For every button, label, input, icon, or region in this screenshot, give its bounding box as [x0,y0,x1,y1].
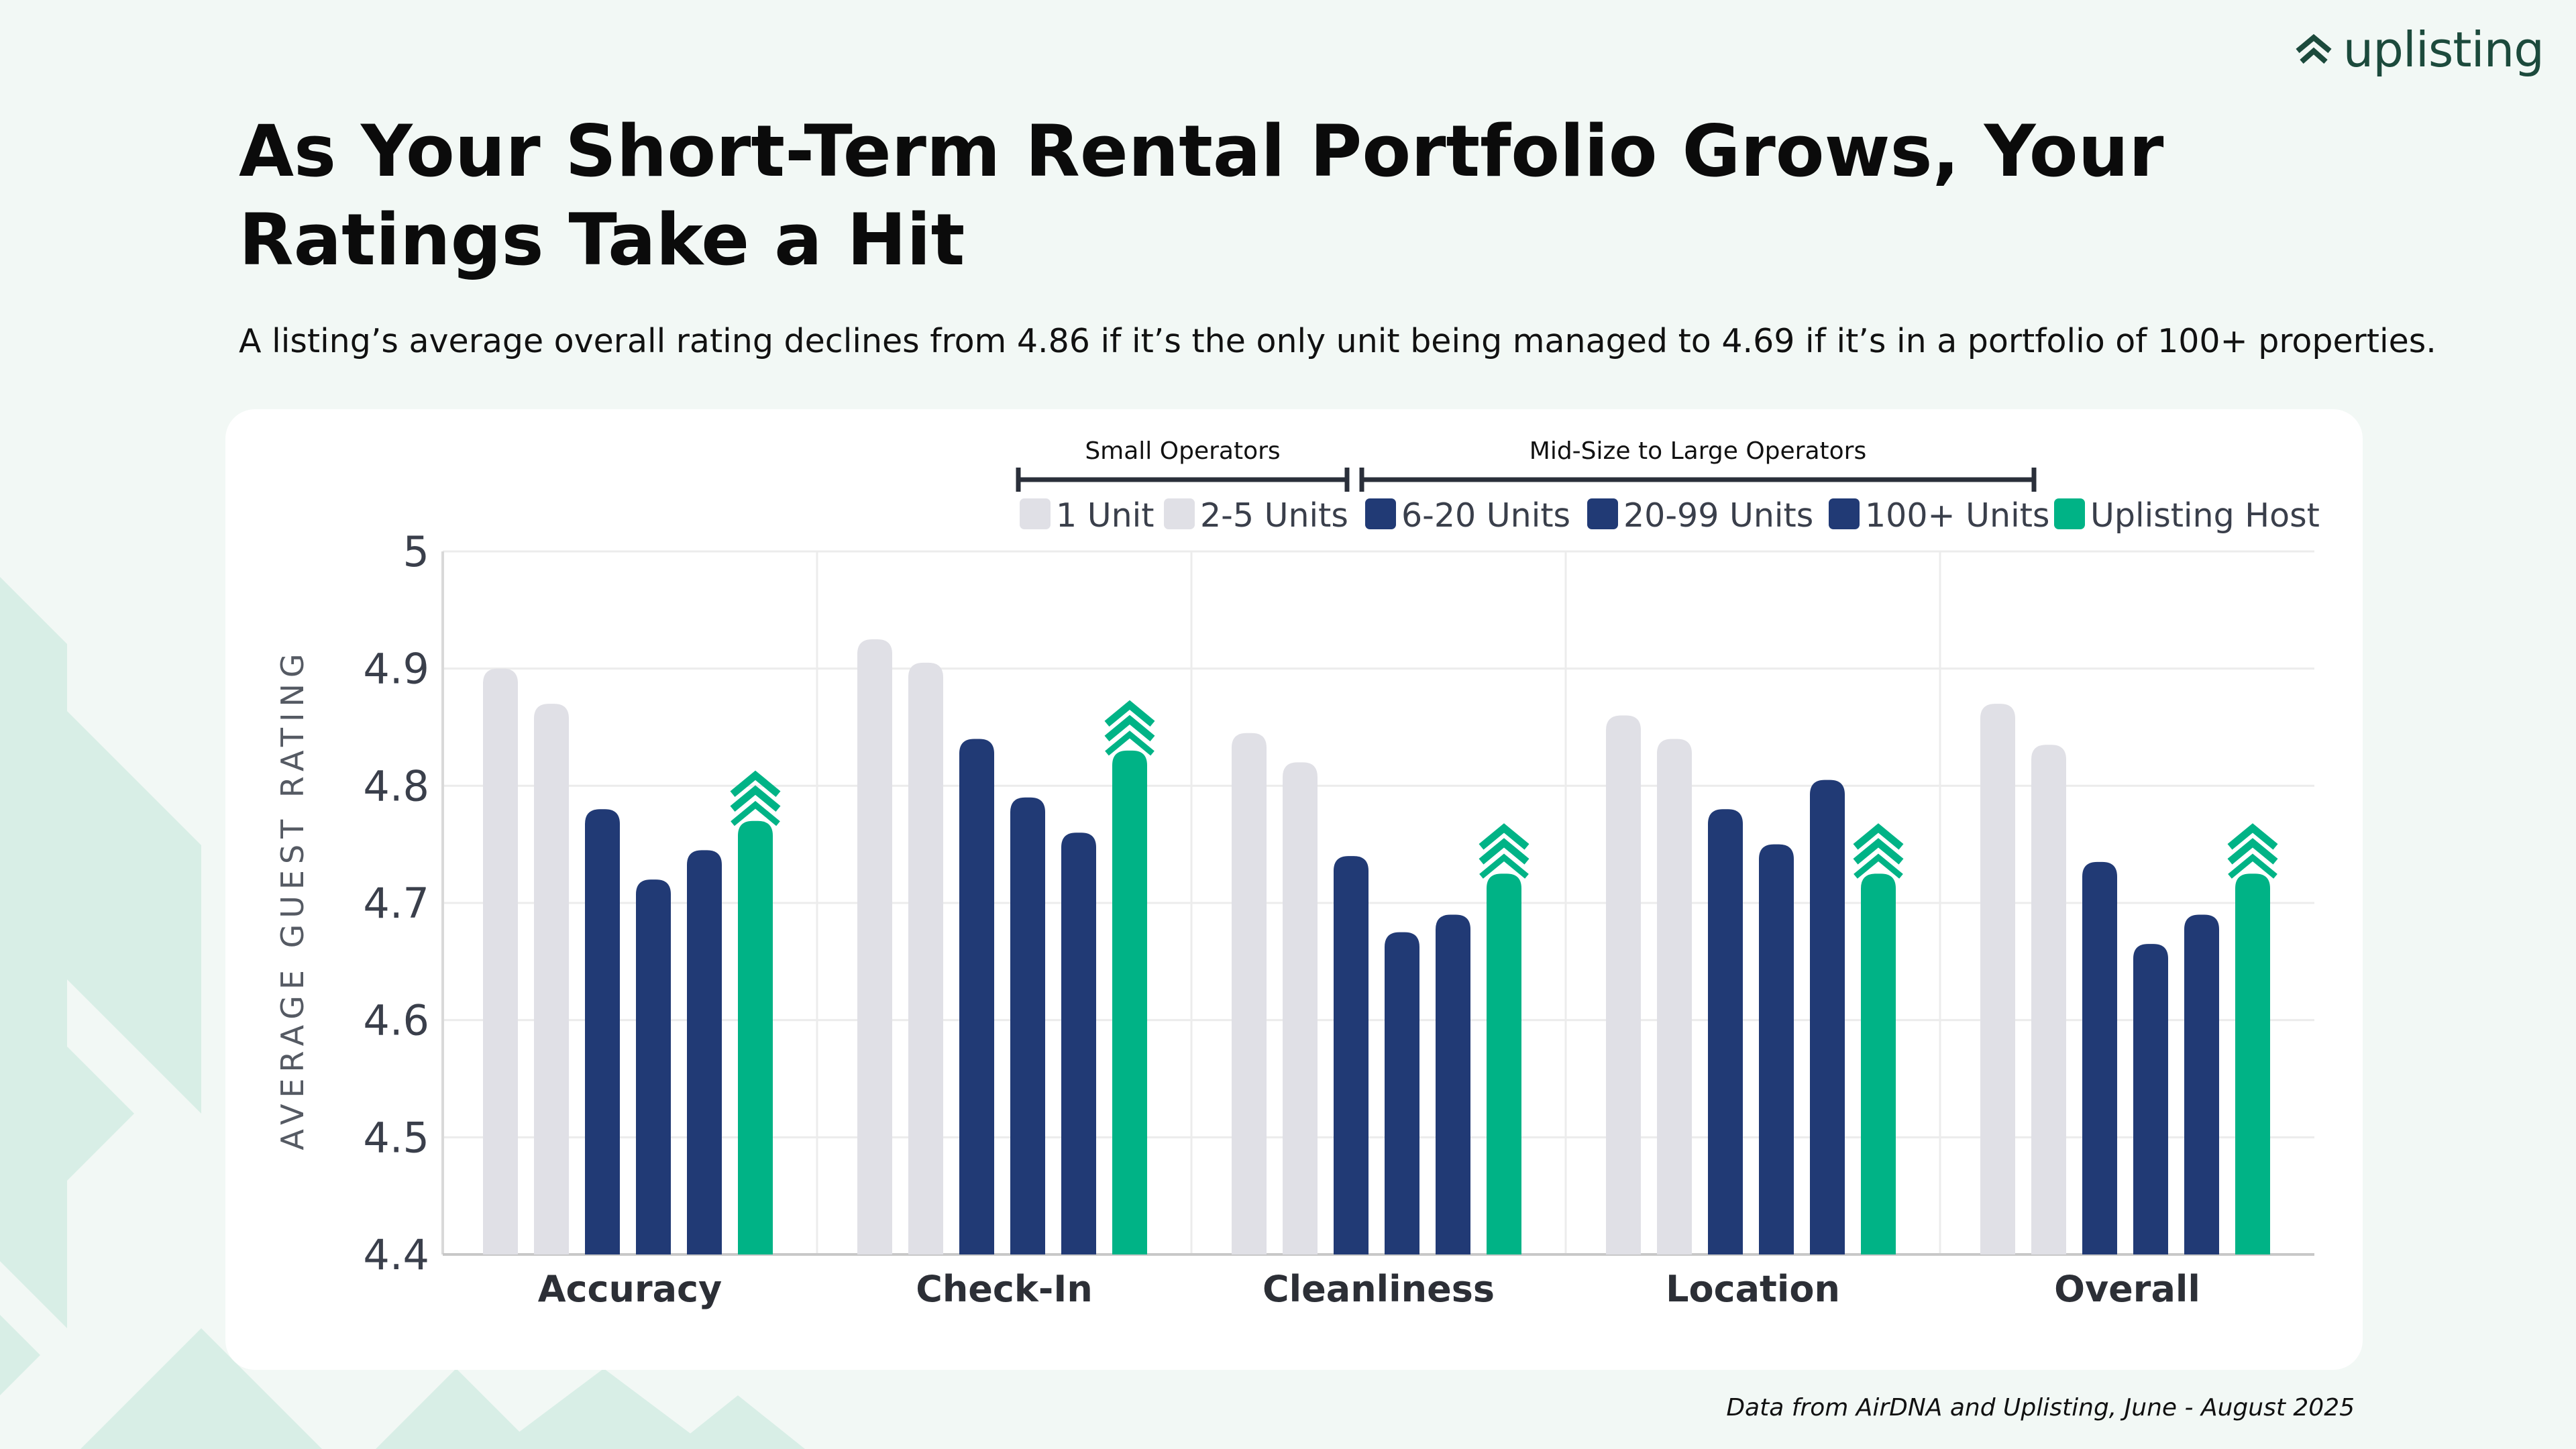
bar-100-units-check-in [1061,833,1096,1254]
page-subtitle: A listing’s average overall rating decli… [239,322,2436,360]
legend-label: 20-99 Units [1623,496,1813,535]
y-tick-label: 4.8 [363,761,429,810]
x-tick-label: Accuracy [538,1268,722,1310]
bar-2-5-units-location [1657,739,1692,1254]
bar-uplisting-host-cleanliness [1487,873,1521,1254]
y-tick-label: 4.9 [363,645,429,694]
bar-1-unit-location [1606,715,1641,1254]
chevron-up-double-icon [2227,823,2278,879]
chevron-up-icon [730,785,781,812]
group-label: Mid-Size to Large Operators [1529,437,1866,465]
chevron-up-icon [731,800,780,826]
y-tick-label: 4.5 [363,1113,429,1162]
brand-name: uplisting [2343,21,2544,78]
data-source-note: Data from AirDNA and Uplisting, June - A… [1726,1394,2355,1421]
bar-6-20-units-overall [2082,861,2117,1254]
chevron-up-icon [1104,700,1155,727]
uplisting-logo-icon [2296,34,2332,64]
chevron-up-icon [1853,823,1904,850]
page-title: As Your Short-Term Rental Portfolio Grow… [239,110,2164,281]
x-tick-label: Cleanliness [1263,1268,1495,1310]
chevron-up-icon [1853,838,1904,865]
legend-swatch [1587,498,1618,529]
legend-label: 6-20 Units [1401,496,1570,535]
bar-2-5-units-accuracy [534,704,569,1254]
bar-2-5-units-check-in [908,662,943,1254]
chevron-up-icon [730,770,781,797]
legend-swatch [1829,498,1860,529]
bar-1-unit-cleanliness [1232,733,1267,1254]
brand-logo: uplisting [2292,21,2544,78]
y-tick-label: 4.7 [363,879,429,928]
bar-2-5-units-cleanliness [1283,762,1318,1254]
chevron-up-icon [1104,714,1155,742]
bar-1-unit-accuracy [483,668,518,1254]
bar-uplisting-host-overall [2235,873,2270,1254]
chevron-up-icon [2227,823,2278,850]
bar-uplisting-host-check-in [1112,750,1147,1254]
legend-swatch [2054,498,2085,529]
y-tick-label: 4.4 [363,1230,429,1279]
legend-swatch [1020,498,1051,529]
bar-20-99-units-location [1759,844,1794,1254]
chevron-up-double-icon [1479,823,1529,879]
legend-label: 100+ Units [1865,496,2049,535]
y-axis-label: AVERAGE GUEST RATING [274,647,311,1150]
legend-label: 2-5 Units [1200,496,1348,535]
chevron-up-icon [2227,838,2278,865]
bar-6-20-units-accuracy [585,809,620,1254]
bar-uplisting-host-accuracy [738,820,773,1254]
legend-swatch [1164,498,1195,529]
chevron-up-icon [1479,838,1529,865]
chevron-up-icon [1479,823,1529,850]
legend-label: Uplisting Host [2090,496,2320,535]
chevron-up-icon [1105,731,1155,756]
bar-1-unit-overall [1980,704,2015,1254]
bar-20-99-units-cleanliness [1385,932,1419,1254]
bar-6-20-units-cleanliness [1334,856,1368,1254]
bar-100-units-accuracy [687,850,722,1254]
bar-2-5-units-overall [2031,745,2066,1254]
x-tick-label: Overall [2054,1268,2200,1310]
bar-1-unit-check-in [857,639,892,1254]
bar-uplisting-host-location [1861,873,1896,1254]
legend-label: 1 Unit [1056,496,1155,535]
legend-swatch [1365,498,1396,529]
bar-100-units-overall [2184,914,2219,1254]
group-label: Small Operators [1085,437,1280,465]
y-tick-label: 5 [403,527,429,576]
chevron-up-double-icon [730,770,781,826]
chevron-up-icon [1854,853,1903,879]
x-tick-label: Location [1666,1268,1840,1310]
bar-100-units-cleanliness [1436,914,1470,1254]
x-tick-label: Check-In [916,1268,1093,1310]
bar-6-20-units-check-in [959,739,994,1254]
bar-20-99-units-overall [2133,944,2168,1254]
chevron-up-double-icon [1104,700,1155,756]
chevron-up-icon [2228,853,2277,879]
bar-6-20-units-location [1708,809,1743,1254]
bar-20-99-units-check-in [1010,797,1045,1254]
chevron-up-double-icon [1853,823,1904,879]
y-tick-label: 4.6 [363,996,429,1045]
bar-100-units-location [1810,780,1845,1254]
chevron-up-icon [1479,853,1529,879]
bar-20-99-units-accuracy [636,879,671,1254]
